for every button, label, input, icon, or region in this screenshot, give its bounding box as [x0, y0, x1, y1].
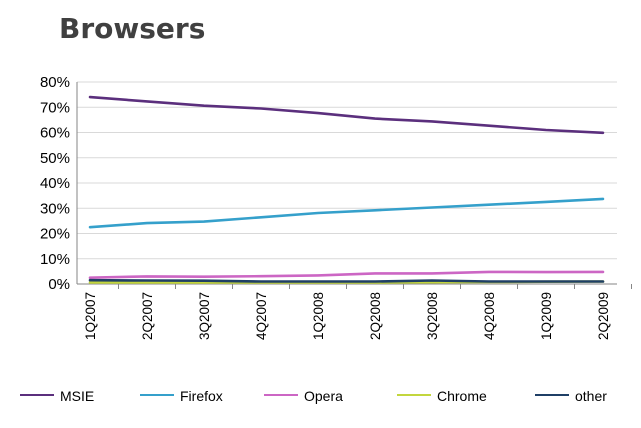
y-tick-label: 30% — [40, 200, 70, 217]
y-tick-label: 50% — [40, 150, 70, 167]
y-tick-label: 70% — [40, 99, 70, 116]
legend-label-chrome: Chrome — [437, 388, 487, 404]
y-tick-label: 10% — [40, 251, 70, 268]
legend-label-firefox: Firefox — [180, 388, 223, 404]
x-tick-label: 3Q2007 — [197, 292, 212, 340]
x-tick-label: 2Q2009 — [596, 292, 611, 340]
x-tick-label: 1Q2008 — [311, 292, 326, 340]
series-line-other — [88, 278, 605, 283]
x-tick-label: 1Q2009 — [539, 292, 554, 340]
x-tick-label: 3Q2008 — [425, 292, 440, 340]
gridlines — [77, 81, 617, 260]
series-lines — [88, 95, 605, 284]
y-tick-label: 80% — [40, 74, 70, 91]
axes — [61, 82, 632, 289]
series-line-msie — [88, 95, 605, 135]
x-tick-label: 4Q2007 — [254, 292, 269, 340]
y-tick-label: 20% — [40, 226, 70, 243]
x-axis-tick-labels: 1Q2007 2Q2007 3Q2007 4Q2007 1Q2008 2Q2008 3Q20… — [83, 292, 611, 340]
chart-title: Browsers — [59, 12, 205, 45]
y-tick-label: 0% — [48, 276, 70, 293]
series-line-opera — [88, 270, 605, 280]
y-tick-label: 40% — [40, 175, 70, 192]
x-tick-label: 4Q2008 — [482, 292, 497, 340]
legend-label-opera: Opera — [304, 388, 343, 404]
y-tick-label: 60% — [40, 125, 70, 142]
legend-label-other: other — [575, 388, 607, 404]
x-tick-label: 2Q2008 — [368, 292, 383, 340]
legend-label-msie: MSIE — [60, 388, 94, 404]
x-tick-label: 2Q2007 — [140, 292, 155, 340]
series-line-firefox — [88, 197, 605, 229]
legend: MSIE Firefox Opera Chrome other — [20, 388, 607, 404]
x-tick-label: 1Q2007 — [83, 292, 98, 340]
y-axis-tick-labels: 0% 10% 20% 30% 40% 50% 60% 70% 80% — [40, 74, 70, 293]
